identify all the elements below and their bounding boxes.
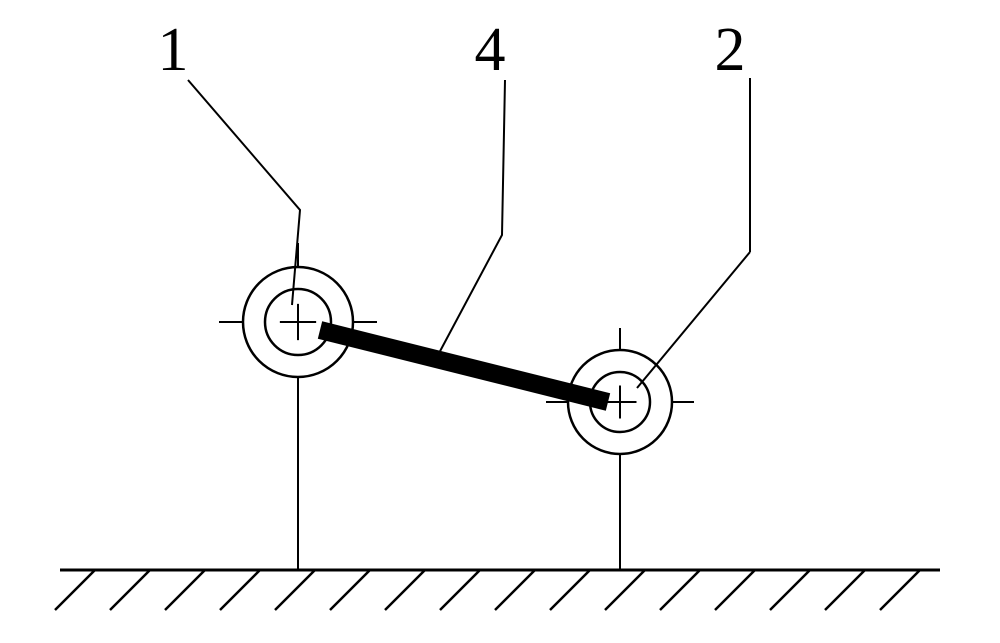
ground-hatch (495, 570, 535, 610)
label-4: 4 (475, 16, 506, 84)
leader-2 (637, 252, 750, 388)
ground-hatch (605, 570, 645, 610)
ground-hatch (220, 570, 260, 610)
label-2: 2 (715, 16, 746, 84)
ground-hatch (275, 570, 315, 610)
ground-hatch (715, 570, 755, 610)
ground-hatch (825, 570, 865, 610)
ground-hatch (770, 570, 810, 610)
ground-hatch (55, 570, 95, 610)
label-1: 1 (158, 16, 189, 84)
ground-hatch (440, 570, 480, 610)
leader-1 (188, 80, 300, 305)
ground-hatch (165, 570, 205, 610)
leader-4 (438, 80, 505, 355)
connecting-bar (320, 330, 608, 402)
ground-hatch (550, 570, 590, 610)
ground-hatch (880, 570, 920, 610)
pulley-right (546, 328, 694, 476)
ground-hatch (330, 570, 370, 610)
ground-hatch (385, 570, 425, 610)
ground (55, 570, 940, 610)
ground-hatch (660, 570, 700, 610)
ground-hatch (110, 570, 150, 610)
pulley-left (219, 243, 377, 401)
